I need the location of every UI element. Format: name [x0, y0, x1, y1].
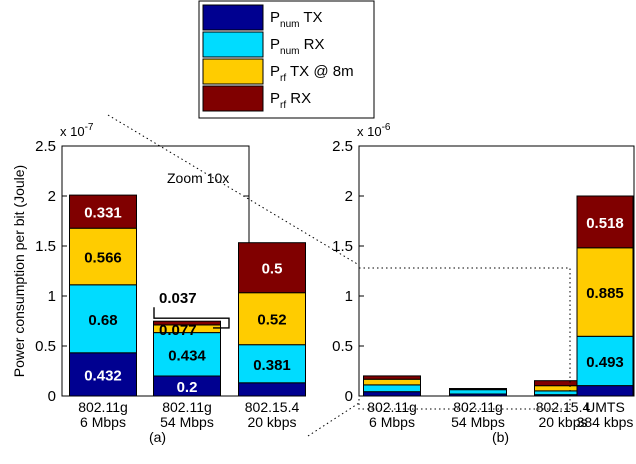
- x-tick-label: 802.11g: [162, 399, 212, 415]
- y-tick-label: 1: [345, 288, 353, 305]
- x-tick-label: 384 kbps: [577, 414, 634, 430]
- bar-segment: [364, 376, 421, 379]
- y-tick-label: 0: [48, 388, 56, 405]
- data-label: 0.52: [257, 312, 286, 329]
- zoom-annotation: Zoom 10x: [167, 170, 229, 186]
- zoom-line-top: [108, 115, 359, 265]
- y-tick-label: 2: [48, 188, 56, 205]
- x-tick-label: 54 Mbps: [160, 414, 214, 430]
- x-tick-label: 802.15.4: [245, 399, 300, 415]
- bar-segment: [239, 383, 306, 396]
- bar-segment: [577, 386, 633, 396]
- data-label: 0.566: [84, 250, 122, 267]
- y-axis-label: Power consumption per bit (Joule): [11, 165, 27, 377]
- panel-label: (a): [149, 429, 166, 445]
- x-tick-label: UMTS: [585, 399, 625, 415]
- data-label: 0.68: [88, 312, 117, 329]
- data-label: 0.381: [253, 357, 291, 374]
- legend-swatch: [203, 5, 263, 30]
- data-label: 0.331: [84, 205, 122, 222]
- panel-label: (b): [492, 429, 509, 445]
- data-label: 0.432: [84, 367, 122, 384]
- x-tick-label: 6 Mbps: [80, 414, 126, 430]
- data-label: 0.5: [262, 261, 283, 278]
- y-tick-label: 0.5: [332, 338, 353, 355]
- y-tick-label: 0.5: [35, 338, 56, 355]
- bar-segment: [364, 379, 421, 385]
- x-tick-label: 20 kbps: [247, 414, 296, 430]
- x-tick-label: 54 Mbps: [451, 414, 505, 430]
- legend-swatch: [203, 32, 263, 57]
- data-label: 0.885: [586, 285, 624, 302]
- zoom-line-bottom: [308, 403, 359, 436]
- legend-swatch: [203, 59, 263, 84]
- data-label: 0.2: [177, 379, 198, 396]
- data-label: 0.493: [586, 354, 624, 371]
- data-label: 0.077: [159, 322, 197, 339]
- x-tick-label: 802.11g: [453, 399, 503, 415]
- bar-segment: [450, 390, 507, 394]
- x-tick-label: 802.15.4: [536, 399, 591, 415]
- y-tick-label: 1.5: [35, 238, 56, 255]
- x-tick-label: 802.11g: [78, 399, 128, 415]
- x-tick-label: 6 Mbps: [369, 414, 415, 430]
- legend-swatch: [203, 86, 263, 111]
- y-tick-label: 2: [345, 188, 353, 205]
- bar-segment: [364, 392, 421, 396]
- y-exponent: x 10-6: [357, 122, 391, 139]
- data-label: 0.037: [159, 290, 197, 307]
- x-tick-label: 802.11g: [367, 399, 417, 415]
- y-tick-label: 1: [48, 288, 56, 305]
- data-label: 0.518: [586, 215, 624, 232]
- y-tick-label: 2.5: [35, 138, 56, 155]
- y-tick-label: 0: [345, 388, 353, 405]
- data-label: 0.434: [168, 347, 206, 364]
- bar-segment: [364, 385, 421, 392]
- y-exponent: x 10-7: [60, 122, 94, 139]
- y-tick-label: 1.5: [332, 238, 353, 255]
- y-tick-label: 2.5: [332, 138, 353, 155]
